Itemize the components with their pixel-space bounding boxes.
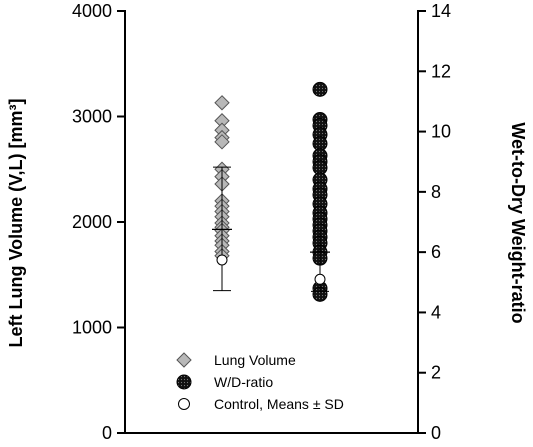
control-point	[216, 254, 228, 266]
right-tick-label: 12	[431, 61, 451, 81]
right-tick-label: 14	[431, 1, 451, 21]
lung-volume-point	[214, 95, 230, 111]
lung-volume-point	[214, 134, 230, 150]
left-tick-label: 3000	[72, 107, 112, 127]
series-layer	[212, 81, 330, 302]
left-tick-label: 4000	[72, 1, 112, 21]
left-axis-title: Left Lung Volume (V,L) [mm³]	[6, 99, 26, 348]
legend-diamond-marker	[176, 352, 192, 368]
right-axis-ticks: 0 2 4 6 8 10 12 14	[418, 1, 451, 443]
legend-open-circle-marker	[178, 398, 190, 410]
right-tick-label: 2	[431, 363, 441, 383]
control-point	[314, 273, 326, 285]
left-axis-ticks: 0 1000 2000 3000 4000	[72, 1, 125, 443]
left-tick-label: 0	[102, 423, 112, 442]
right-tick-label: 6	[431, 242, 441, 262]
right-axis-title: Wet-to-Dry Weight-ratio	[508, 122, 528, 323]
legend-label: Lung Volume	[214, 352, 296, 368]
legend-filled-circle-marker	[176, 374, 192, 390]
left-tick-label: 2000	[72, 212, 112, 232]
legend: Lung Volume W/D-ratio Control, Means ± SD	[176, 352, 344, 412]
legend-label: Control, Means ± SD	[214, 396, 344, 412]
right-tick-label: 10	[431, 122, 451, 142]
wd-ratio-point	[312, 81, 328, 97]
legend-label: W/D-ratio	[214, 374, 273, 390]
right-tick-label: 0	[431, 423, 441, 442]
left-tick-label: 1000	[72, 318, 112, 338]
right-tick-label: 8	[431, 182, 441, 202]
right-tick-label: 4	[431, 302, 441, 322]
